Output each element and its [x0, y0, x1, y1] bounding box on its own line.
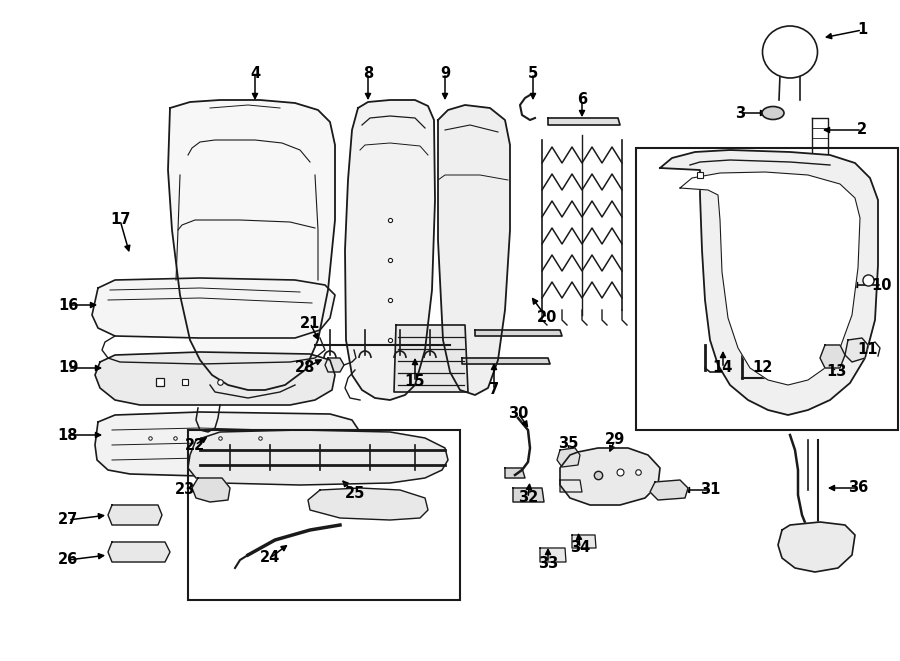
Polygon shape	[505, 468, 525, 478]
Text: 15: 15	[405, 375, 425, 389]
Polygon shape	[108, 505, 162, 525]
Text: 26: 26	[58, 553, 78, 568]
Bar	[636, 148, 898, 430]
Text: 36: 36	[848, 481, 868, 496]
Polygon shape	[475, 330, 562, 336]
Text: 30: 30	[508, 405, 528, 420]
Ellipse shape	[762, 26, 817, 78]
Text: 35: 35	[558, 436, 578, 451]
Text: 24: 24	[260, 551, 280, 566]
Polygon shape	[513, 488, 544, 502]
Text: 6: 6	[577, 93, 587, 108]
Text: 12: 12	[752, 360, 772, 375]
Text: 17: 17	[110, 212, 130, 227]
Text: 10: 10	[872, 278, 892, 293]
Text: 33: 33	[538, 555, 558, 570]
Text: 31: 31	[700, 483, 720, 498]
Text: 3: 3	[735, 106, 745, 120]
Text: 25: 25	[345, 486, 365, 502]
Text: 32: 32	[518, 490, 538, 506]
Polygon shape	[845, 338, 868, 362]
Text: 22: 22	[184, 438, 205, 453]
Polygon shape	[345, 100, 435, 400]
Text: 34: 34	[570, 541, 590, 555]
Text: 29: 29	[605, 432, 626, 447]
Text: 1: 1	[857, 22, 867, 38]
Polygon shape	[108, 542, 170, 562]
Text: 16: 16	[58, 297, 78, 313]
Text: 13: 13	[826, 364, 846, 379]
Polygon shape	[650, 480, 688, 500]
Polygon shape	[95, 412, 360, 476]
Text: 2: 2	[857, 122, 867, 137]
Text: 28: 28	[295, 360, 315, 375]
Text: 20: 20	[536, 311, 557, 325]
Polygon shape	[778, 522, 855, 572]
Text: 21: 21	[300, 315, 320, 330]
Polygon shape	[325, 358, 344, 372]
Polygon shape	[168, 100, 335, 390]
Ellipse shape	[762, 106, 784, 120]
Text: 11: 11	[858, 342, 878, 358]
Text: 7: 7	[489, 383, 500, 397]
Text: 27: 27	[58, 512, 78, 527]
Text: 23: 23	[175, 483, 195, 498]
Polygon shape	[540, 548, 566, 562]
Polygon shape	[560, 480, 582, 492]
Text: 8: 8	[363, 65, 374, 81]
Polygon shape	[557, 448, 580, 467]
Polygon shape	[548, 118, 620, 125]
Polygon shape	[812, 118, 828, 162]
Text: 5: 5	[528, 65, 538, 81]
Text: 19: 19	[58, 360, 78, 375]
Polygon shape	[680, 172, 860, 385]
Polygon shape	[95, 352, 335, 405]
Text: 9: 9	[440, 65, 450, 81]
Text: 18: 18	[58, 428, 78, 442]
Polygon shape	[560, 448, 660, 505]
Polygon shape	[660, 150, 878, 415]
Polygon shape	[572, 535, 596, 548]
Bar	[188, 430, 460, 600]
Polygon shape	[394, 325, 468, 392]
Polygon shape	[308, 488, 428, 520]
Polygon shape	[192, 478, 230, 502]
Polygon shape	[92, 278, 335, 338]
Text: 4: 4	[250, 65, 260, 81]
Polygon shape	[188, 430, 448, 485]
Polygon shape	[462, 358, 550, 364]
Polygon shape	[820, 345, 845, 368]
Text: 14: 14	[713, 360, 734, 375]
Polygon shape	[438, 105, 510, 395]
